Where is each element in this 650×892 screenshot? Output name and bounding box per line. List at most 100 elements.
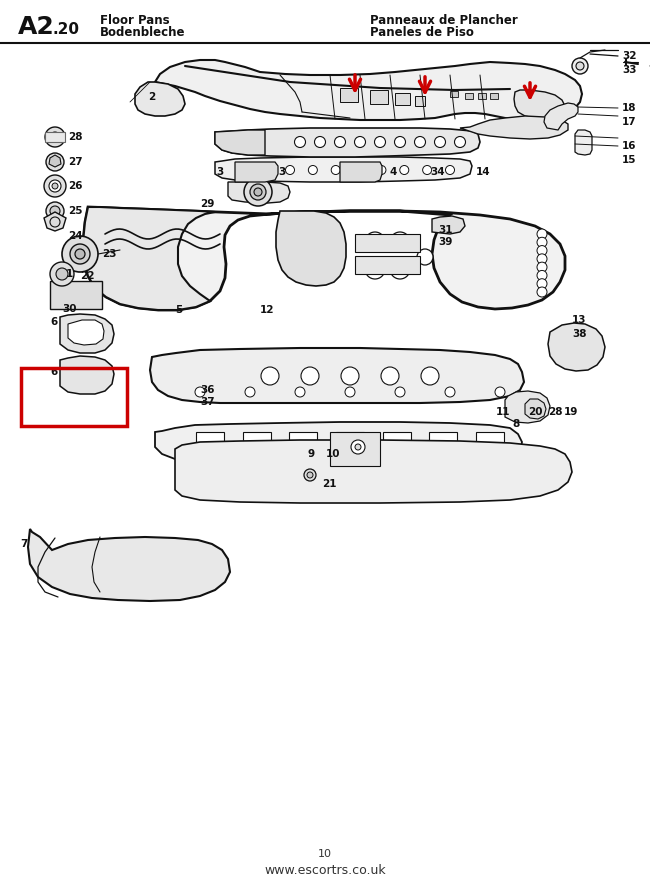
Circle shape xyxy=(354,136,365,147)
Text: 6: 6 xyxy=(50,317,57,327)
Text: 25: 25 xyxy=(68,206,83,216)
Circle shape xyxy=(308,166,317,175)
Bar xyxy=(370,90,388,104)
Circle shape xyxy=(250,184,266,200)
Circle shape xyxy=(261,367,279,385)
Polygon shape xyxy=(228,182,290,203)
Circle shape xyxy=(576,62,584,70)
Polygon shape xyxy=(235,162,278,182)
Bar xyxy=(242,432,270,450)
Circle shape xyxy=(52,183,58,189)
Polygon shape xyxy=(49,155,61,167)
Circle shape xyxy=(351,440,365,454)
Circle shape xyxy=(415,136,426,147)
Circle shape xyxy=(245,387,255,397)
Circle shape xyxy=(44,175,66,197)
Text: 29: 29 xyxy=(200,199,214,209)
Text: 23: 23 xyxy=(102,249,116,259)
Circle shape xyxy=(445,387,455,397)
Circle shape xyxy=(365,232,385,252)
Text: 38: 38 xyxy=(572,329,586,339)
Polygon shape xyxy=(460,116,568,139)
Bar xyxy=(476,432,504,450)
Circle shape xyxy=(295,387,305,397)
Text: 37: 37 xyxy=(200,397,214,407)
Text: 39: 39 xyxy=(438,237,452,247)
Text: 34: 34 xyxy=(430,167,445,177)
Text: 8: 8 xyxy=(512,419,519,429)
Circle shape xyxy=(301,367,319,385)
Circle shape xyxy=(434,136,445,147)
Circle shape xyxy=(390,232,410,252)
Text: A2: A2 xyxy=(18,15,55,39)
Text: 33: 33 xyxy=(622,65,636,75)
Text: 28: 28 xyxy=(68,132,83,142)
Bar xyxy=(465,93,473,99)
Polygon shape xyxy=(432,216,465,234)
Circle shape xyxy=(294,136,305,147)
Circle shape xyxy=(355,444,361,450)
Polygon shape xyxy=(330,432,380,466)
Text: 17: 17 xyxy=(622,117,636,127)
Circle shape xyxy=(285,166,294,175)
Polygon shape xyxy=(60,356,114,394)
Text: 14: 14 xyxy=(476,167,491,177)
Circle shape xyxy=(572,58,588,74)
Circle shape xyxy=(537,245,547,256)
Text: 10: 10 xyxy=(318,849,332,859)
Polygon shape xyxy=(340,162,382,182)
Bar xyxy=(395,93,410,105)
Circle shape xyxy=(365,259,385,279)
Text: 35: 35 xyxy=(648,59,650,69)
Bar xyxy=(450,91,458,97)
Polygon shape xyxy=(548,323,605,371)
Circle shape xyxy=(335,136,346,147)
Circle shape xyxy=(50,206,60,216)
Text: 7: 7 xyxy=(20,539,27,549)
Polygon shape xyxy=(60,314,114,353)
Circle shape xyxy=(421,367,439,385)
Polygon shape xyxy=(505,391,550,423)
Text: 19: 19 xyxy=(564,407,579,417)
Circle shape xyxy=(345,387,355,397)
Circle shape xyxy=(537,229,547,239)
Polygon shape xyxy=(276,211,346,286)
Text: www.escortrs.co.uk: www.escortrs.co.uk xyxy=(264,863,386,877)
Circle shape xyxy=(341,367,359,385)
Circle shape xyxy=(381,367,399,385)
Text: 1: 1 xyxy=(66,269,73,279)
Circle shape xyxy=(304,469,316,481)
Polygon shape xyxy=(175,440,572,503)
Circle shape xyxy=(537,254,547,264)
Circle shape xyxy=(254,188,262,196)
Bar xyxy=(50,281,102,309)
Text: 12: 12 xyxy=(260,305,274,315)
Polygon shape xyxy=(544,103,578,130)
Text: 28: 28 xyxy=(548,407,562,417)
Text: 31: 31 xyxy=(438,225,452,235)
Circle shape xyxy=(332,166,340,175)
Text: 3: 3 xyxy=(278,167,285,177)
Bar xyxy=(21,368,127,426)
Circle shape xyxy=(417,249,433,265)
Text: 3: 3 xyxy=(216,167,223,177)
Circle shape xyxy=(395,387,405,397)
Circle shape xyxy=(537,262,547,272)
Text: 13: 13 xyxy=(572,315,586,325)
Text: 26: 26 xyxy=(68,181,83,191)
Bar xyxy=(45,132,65,142)
Text: 18: 18 xyxy=(622,103,636,113)
Circle shape xyxy=(537,270,547,280)
Polygon shape xyxy=(150,348,524,403)
Text: 27: 27 xyxy=(68,157,83,167)
Polygon shape xyxy=(135,82,185,116)
Text: 15: 15 xyxy=(622,155,636,165)
Text: 6: 6 xyxy=(50,367,57,377)
Text: 10: 10 xyxy=(326,449,341,459)
Text: 20: 20 xyxy=(528,407,543,417)
Circle shape xyxy=(495,387,505,397)
Circle shape xyxy=(46,202,64,220)
Bar xyxy=(336,432,364,450)
Text: 22: 22 xyxy=(80,271,94,281)
Text: 2: 2 xyxy=(148,92,155,102)
